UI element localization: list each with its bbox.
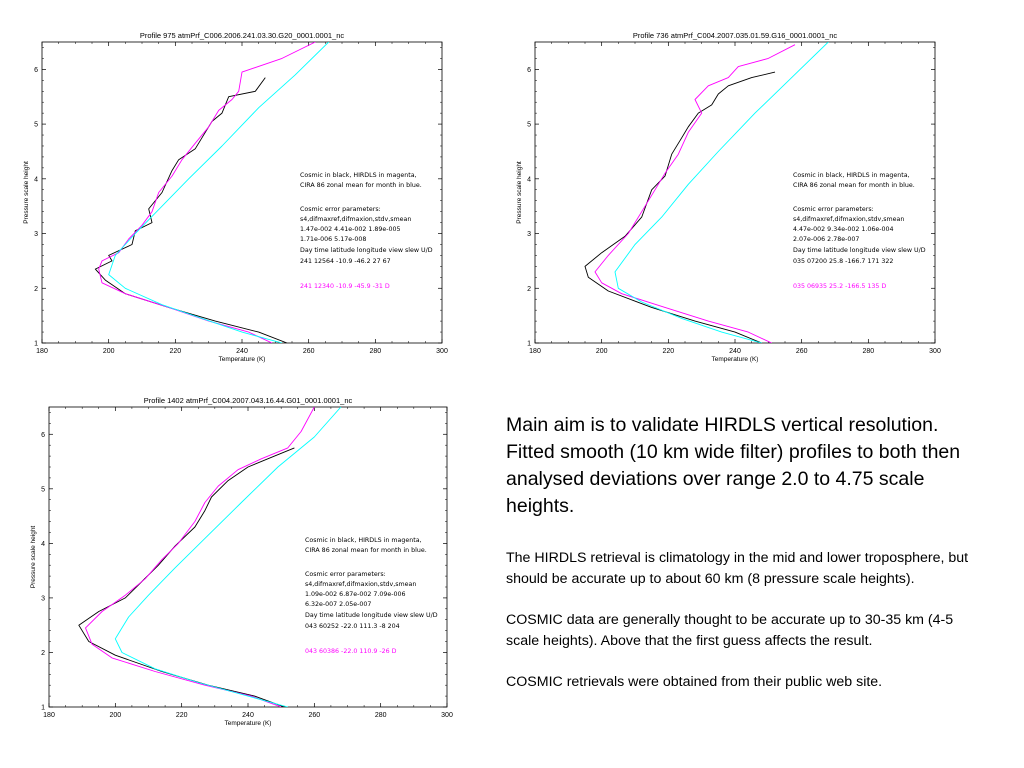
annotation-line: Cosmic in black, HIRDLS in magenta, (793, 172, 910, 179)
annotation-line: Cosmic in black, HIRDLS in magenta, (300, 172, 417, 179)
main-aim-text: Main aim is to validate HIRDLS vertical … (506, 414, 961, 517)
chart-title: Profile 736 atmPrf_C004.2007.035.01.59.G… (633, 31, 838, 40)
y-tick-label: 6 (41, 432, 45, 439)
x-tick-label: 220 (662, 348, 674, 355)
y-tick-label: 6 (34, 67, 38, 74)
x-axis-label: Temperature (K) (225, 720, 272, 727)
hirdls-profile-line (85, 407, 315, 707)
x-tick-label: 280 (375, 712, 387, 719)
annotation-line: s4,difmaxref,difmaxion,stdv,smean (793, 216, 904, 223)
annotation-line: 2.07e-006 2.78e-007 (793, 236, 859, 243)
x-axis-label: Temperature (K) (712, 356, 759, 363)
annotation-line: 043 60252 -22.0 111.3 -8 204 (305, 623, 400, 630)
y-tick-label: 4 (41, 541, 45, 548)
plot-frame (41, 41, 443, 344)
annotation-line: s4,difmaxref,difmaxion,stdv,smean (305, 581, 416, 588)
x-axis-label: Temperature (K) (219, 356, 266, 363)
annotation-block: Cosmic in black, HIRDLS in magenta, CIRA … (300, 172, 433, 290)
cira86-profile-line (614, 42, 829, 343)
y-tick-label: 1 (34, 341, 38, 348)
y-tick-label: 2 (41, 650, 45, 657)
x-tick-label: 200 (109, 712, 121, 719)
annotation-line: Cosmic in black, HIRDLS in magenta, (305, 537, 422, 544)
y-tick-label: 6 (527, 67, 531, 74)
x-tick-label: 180 (529, 348, 541, 355)
x-tick-label: 300 (929, 348, 941, 355)
description-panel: Main aim is to validate HIRDLS vertical … (506, 412, 1006, 714)
cira86-profile-line (108, 42, 330, 343)
x-tick-label: 200 (103, 348, 115, 355)
annotation-line: CIRA 86 zonal mean for month in blue. (305, 547, 427, 554)
plot-frame (48, 406, 448, 708)
chart-title: Profile 975 atmPrf_C006.2006.241.03.30.G… (140, 31, 345, 40)
cosmic-accuracy-text: COSMIC data are generally thought to be … (506, 612, 954, 649)
annotation-line: 6.32e-007 2.05e-007 (305, 601, 371, 608)
cosmic-profile-line (584, 71, 776, 343)
annotation-line: 241 12564 -10.9 -46.2 27 67 (300, 258, 391, 265)
annotation-line: 241 12340 -10.9 -45.9 -31 D (300, 283, 390, 290)
y-tick-label: 3 (41, 595, 45, 602)
annotation-line: 4.47e-002 9.34e-002 1.06e-004 (793, 226, 894, 233)
annotation-line: 1.71e-006 5.17e-008 (300, 236, 366, 243)
x-tick-label: 260 (308, 712, 320, 719)
annotation-line: CIRA 86 zonal mean for month in blue. (300, 182, 422, 189)
annotation-line: 1.47e-002 4.41e-002 1.89e-005 (300, 226, 401, 233)
hirdls-retrieval-text: The HIRDLS retrieval is climatology in t… (506, 550, 969, 587)
cosmic-source-text: COSMIC retrievals were obtained from the… (506, 674, 883, 690)
profile-chart-975: Profile 975 atmPrf_C006.2006.241.03.30.G… (23, 31, 448, 363)
x-tick-label: 280 (862, 348, 874, 355)
y-tick-label: 5 (34, 122, 38, 129)
annotation-line: 043 60386 -22.0 110.9 -26 D (305, 648, 397, 655)
x-tick-label: 280 (369, 348, 381, 355)
hirdls-profile-line (594, 44, 796, 343)
x-tick-label: 260 (796, 348, 808, 355)
annotation-line: Cosmic error parameters: (793, 206, 874, 213)
y-tick-label: 3 (527, 231, 531, 238)
y-tick-label: 5 (41, 486, 45, 493)
y-tick-label: 3 (34, 231, 38, 238)
y-tick-label: 1 (41, 705, 45, 712)
profile-chart-736: Profile 736 atmPrf_C004.2007.035.01.59.G… (516, 31, 941, 363)
profile-chart-1402: Profile 1402 atmPrf_C004.2007.043.16.44.… (30, 396, 453, 727)
annotation-line: s4,difmaxref,difmaxion,stdv,smean (300, 216, 411, 223)
plot-frame (534, 41, 936, 344)
x-tick-label: 240 (236, 348, 248, 355)
x-tick-label: 200 (596, 348, 608, 355)
x-tick-label: 220 (169, 348, 181, 355)
annotation-line: Day time latitude longitude view slew U/… (793, 247, 926, 254)
annotation-block: Cosmic in black, HIRDLS in magenta, CIRA … (793, 172, 926, 290)
annotation-line: 035 07200 25.8 -166.7 171 322 (793, 258, 893, 265)
annotation-block: Cosmic in black, HIRDLS in magenta, CIRA … (305, 537, 438, 655)
cosmic-profile-line (94, 77, 288, 343)
chart-title: Profile 1402 atmPrf_C004.2007.043.16.44.… (144, 396, 353, 405)
hirdls-profile-line (98, 42, 316, 343)
y-tick-label: 2 (34, 286, 38, 293)
y-axis-label: Pressure scale height (23, 161, 30, 224)
y-tick-label: 4 (527, 176, 531, 183)
x-tick-label: 240 (242, 712, 254, 719)
y-tick-label: 4 (34, 176, 38, 183)
x-tick-label: 260 (303, 348, 315, 355)
annotation-line: Cosmic error parameters: (305, 571, 386, 578)
annotation-line: Cosmic error parameters: (300, 206, 381, 213)
annotation-line: 035 06935 25.2 -166.5 135 D (793, 283, 886, 290)
annotation-line: CIRA 86 zonal mean for month in blue. (793, 182, 915, 189)
x-tick-label: 220 (176, 712, 188, 719)
y-axis-label: Pressure scale height (30, 526, 37, 589)
x-tick-label: 180 (36, 348, 48, 355)
y-tick-label: 2 (527, 286, 531, 293)
cosmic-profile-line (78, 447, 295, 707)
x-tick-label: 240 (729, 348, 741, 355)
annotation-line: 1.09e-002 6.87e-002 7.09e-006 (305, 591, 406, 598)
x-tick-label: 180 (43, 712, 55, 719)
x-tick-label: 300 (436, 348, 448, 355)
annotation-line: Day time latitude longitude view slew U/… (305, 612, 438, 619)
y-tick-label: 1 (527, 341, 531, 348)
annotation-line: Day time latitude longitude view slew U/… (300, 247, 433, 254)
y-axis-label: Pressure scale height (516, 161, 523, 224)
x-tick-label: 300 (441, 712, 453, 719)
cira86-profile-line (114, 407, 342, 707)
y-tick-label: 5 (527, 122, 531, 129)
